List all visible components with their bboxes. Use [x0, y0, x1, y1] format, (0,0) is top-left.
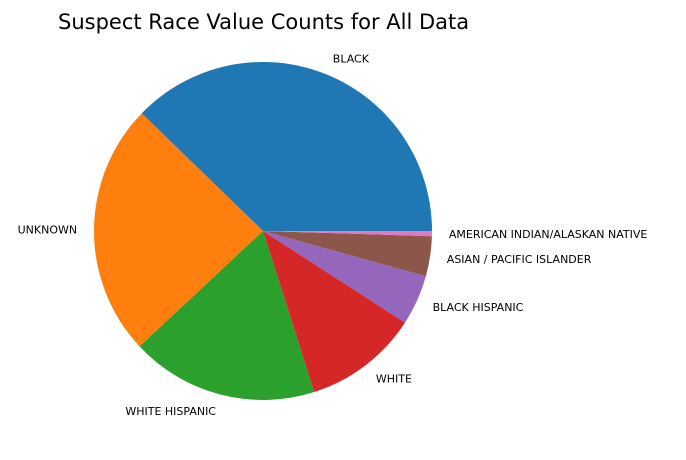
pie-label-black: BLACK: [333, 53, 370, 66]
pie-labels: BLACK UNKNOWN WHITE HISPANIC WHITE BLACK HIS…: [18, 53, 648, 418]
pie-slices: [93, 61, 433, 401]
pie-slice-white-hispanic: [139, 231, 315, 401]
pie-slice-black: [141, 61, 433, 232]
pie-slice-asian-pacific-islander: [263, 231, 432, 277]
pie-slice-black-hispanic: [263, 231, 426, 323]
pie-label-american-indian-alaskan-native: AMERICAN INDIAN/ALASKAN NATIVE: [449, 228, 648, 241]
pie-label-black-hispanic: BLACK HISPANIC: [433, 301, 524, 314]
chart-title: Suspect Race Value Counts for All Data: [58, 10, 469, 34]
pie-label-white: WHITE: [376, 373, 412, 386]
pie-label-asian-pacific-islander: ASIAN / PACIFIC ISLANDER: [447, 253, 592, 266]
pie-slice-unknown: [93, 113, 264, 347]
pie-slice-white: [263, 231, 406, 393]
pie-label-white-hispanic: WHITE HISPANIC: [125, 405, 216, 418]
pie-slice-american-indian-alaskan-native: [263, 231, 433, 237]
pie-label-unknown: UNKNOWN: [18, 223, 78, 236]
